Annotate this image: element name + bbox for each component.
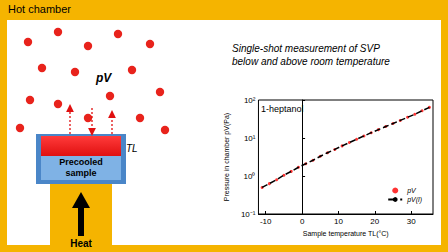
svg-text:10¹: 10¹ <box>244 134 256 143</box>
svg-text:10⁰: 10⁰ <box>244 172 256 181</box>
svg-text:30: 30 <box>407 217 416 226</box>
svg-text:20: 20 <box>370 217 379 226</box>
html-text:Hot chamber: Hot chamber <box>8 3 71 15</box>
svg-text:pV: pV <box>95 71 112 85</box>
svg-text:TL: TL <box>126 143 138 154</box>
svg-text:10²: 10² <box>244 96 256 105</box>
svg-text:pV: pV <box>406 187 417 195</box>
svg-text:Precooled: Precooled <box>59 157 103 167</box>
svg-text:1-heptanol: 1-heptanol <box>261 104 304 114</box>
svg-text:10: 10 <box>334 217 343 226</box>
svg-text:-10: -10 <box>260 217 272 226</box>
svg-text:Pressure in chamber pV(Pa): Pressure in chamber pV(Pa) <box>223 113 231 201</box>
svg-text:0: 0 <box>300 217 305 226</box>
svg-text:Sample temperature TL(°C): Sample temperature TL(°C) <box>303 230 389 238</box>
svg-text:pV(l): pV(l) <box>406 196 422 204</box>
html-text:below and above room temperatu: below and above room temperature <box>232 56 390 67</box>
svg-text:sample: sample <box>65 168 96 178</box>
html-text:Single-shot measurement of SVP: Single-shot measurement of SVP <box>232 43 380 54</box>
svg-text:Heat: Heat <box>70 238 92 249</box>
svg-text:10⁻¹: 10⁻¹ <box>241 210 256 219</box>
